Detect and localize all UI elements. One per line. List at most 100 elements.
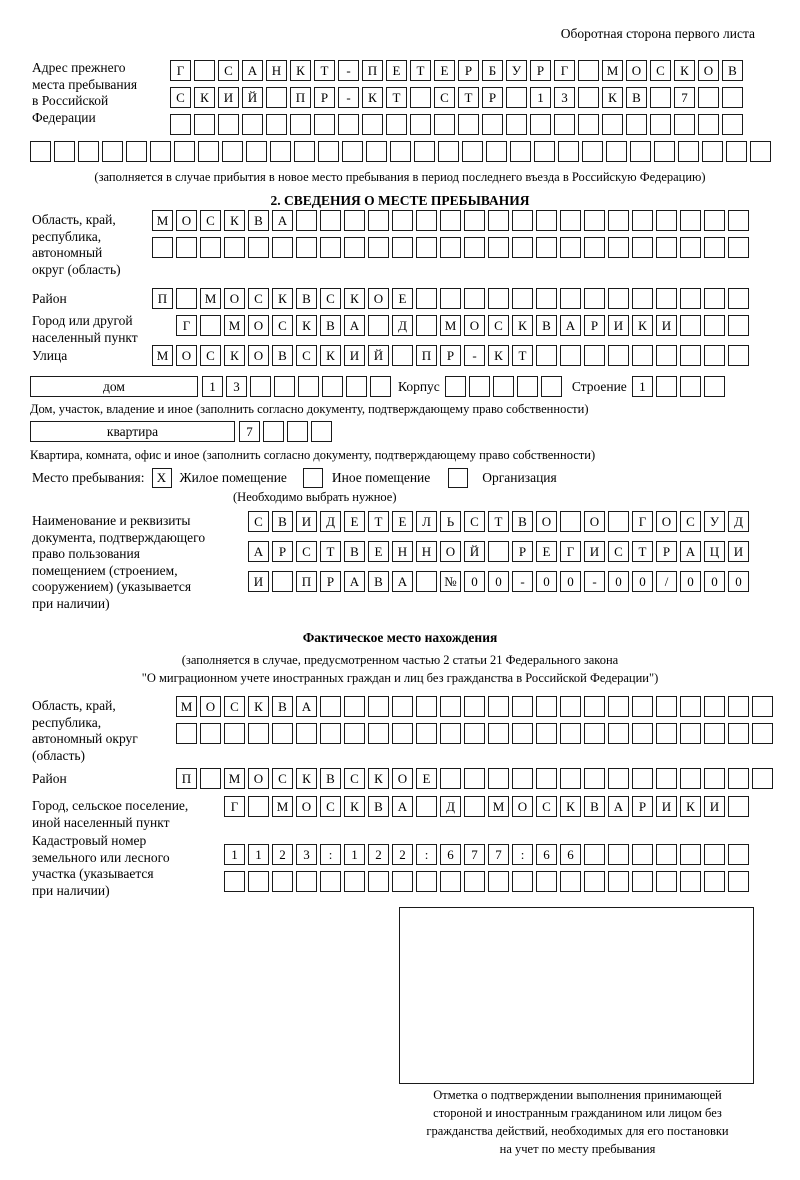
actual-cadastral-row-2-cell-16[interactable]	[608, 871, 629, 892]
prev-address-row-2-cell-3[interactable]: Й	[242, 87, 263, 108]
prev-address-row-3-cell-12[interactable]	[458, 114, 479, 135]
actual-region-row-1-cell-19[interactable]	[632, 696, 653, 717]
section2-doc-row-1-cell-18[interactable]: С	[680, 511, 701, 532]
prev-address-row-1-cell-9[interactable]: Е	[386, 60, 407, 81]
actual-cadastral-row-2-cell-7[interactable]	[392, 871, 413, 892]
actual-region-row-1-cell-16[interactable]	[560, 696, 581, 717]
prev-address-row-4-cell-25[interactable]	[630, 141, 651, 162]
prev-address-row-1-cell-16[interactable]: Г	[554, 60, 575, 81]
section2-district-row-1-cell-18[interactable]	[584, 288, 605, 309]
actual-region-row-2-cell-19[interactable]	[632, 723, 653, 744]
prev-address-row-1-cell-8[interactable]: П	[362, 60, 383, 81]
prev-address-row-1-cell-3[interactable]: А	[242, 60, 263, 81]
section2-doc-row-3-cell-5[interactable]: В	[368, 571, 389, 592]
prev-address-row-1-cell-2[interactable]: С	[218, 60, 239, 81]
section2-district-row-1-cell-20[interactable]	[632, 288, 653, 309]
section2-region-row-2-cell-4[interactable]	[248, 237, 269, 258]
section2-city-row-1-cell-14[interactable]: К	[512, 315, 533, 336]
section2-district-row-1-cell-0[interactable]: П	[152, 288, 173, 309]
prev-address-row-4-cell-8[interactable]	[222, 141, 243, 162]
actual-city-row-1-cell-20[interactable]: И	[704, 796, 725, 817]
actual-district-row-1-cell-1[interactable]	[200, 768, 221, 789]
actual-district-row-1-cell-14[interactable]	[512, 768, 533, 789]
section2-city-row-1-cell-3[interactable]: О	[248, 315, 269, 336]
section2-doc-row-3-cell-1[interactable]	[272, 571, 293, 592]
section2-doc-row-3-cell-4[interactable]: А	[344, 571, 365, 592]
actual-cadastral-row-2-cell-1[interactable]	[248, 871, 269, 892]
section2-region-row-1-cell-13[interactable]	[464, 210, 485, 231]
actual-city-row-1-cell-1[interactable]	[248, 796, 269, 817]
prev-address-row-1-cell-21[interactable]: К	[674, 60, 695, 81]
section2-region-row-2-cell-5[interactable]	[272, 237, 293, 258]
section2-city-row-1-cell-10[interactable]	[416, 315, 437, 336]
actual-district-row-1-cell-13[interactable]	[488, 768, 509, 789]
actual-cadastral-row-1-cell-12[interactable]: :	[512, 844, 533, 865]
section2-district-row-1-cell-8[interactable]: К	[344, 288, 365, 309]
prev-address-row-4-cell-12[interactable]	[318, 141, 339, 162]
section2-doc-row-2-cell-3[interactable]: Т	[320, 541, 341, 562]
section2-city-row-1-cell-13[interactable]: С	[488, 315, 509, 336]
actual-region-row-2-cell-18[interactable]	[608, 723, 629, 744]
prev-address-row-2-cell-13[interactable]: Р	[482, 87, 503, 108]
prev-address-row-2-cell-12[interactable]: Т	[458, 87, 479, 108]
actual-region-row-2-cell-6[interactable]	[320, 723, 341, 744]
actual-region-row-2-cell-10[interactable]	[416, 723, 437, 744]
section2-doc-row-1-cell-11[interactable]: В	[512, 511, 533, 532]
prev-address-row-4-cell-19[interactable]	[486, 141, 507, 162]
actual-district-row-1-cell-17[interactable]	[584, 768, 605, 789]
section2-street-row-1-cell-5[interactable]: В	[272, 345, 293, 366]
prev-address-row-1-cell-6[interactable]: Т	[314, 60, 335, 81]
actual-cadastral-row-2-cell-14[interactable]	[560, 871, 581, 892]
actual-region-row-2-cell-23[interactable]	[728, 723, 749, 744]
actual-region-row-2-cell-14[interactable]	[512, 723, 533, 744]
section2-doc-row-3-cell-8[interactable]: №	[440, 571, 461, 592]
actual-region-row-2-cell-22[interactable]	[704, 723, 725, 744]
prev-address-row-3-cell-19[interactable]	[626, 114, 647, 135]
section2-doc-row-2-cell-9[interactable]: Й	[464, 541, 485, 562]
section2-doc-row-3-cell-7[interactable]	[416, 571, 437, 592]
prev-address-row-4-cell-5[interactable]	[150, 141, 171, 162]
stroenie-cells-cell-3[interactable]	[703, 376, 725, 397]
section2-doc-row-1-cell-15[interactable]	[608, 511, 629, 532]
section2-region-row-1-cell-20[interactable]	[632, 210, 653, 231]
actual-cadastral-row-1-cell-21[interactable]	[728, 844, 749, 865]
prev-address-row-4-cell-1[interactable]	[54, 141, 75, 162]
section2-doc-row-2-cell-13[interactable]: Г	[560, 541, 581, 562]
actual-city-row-1-cell-16[interactable]: А	[608, 796, 629, 817]
section2-city-row-1-cell-18[interactable]: И	[608, 315, 629, 336]
actual-cadastral-row-1-cell-16[interactable]	[608, 844, 629, 865]
prev-address-row-2-cell-22[interactable]	[698, 87, 719, 108]
section2-region-row-1-cell-22[interactable]	[680, 210, 701, 231]
actual-cadastral-row-1-cell-4[interactable]: :	[320, 844, 341, 865]
section2-doc-row-3-cell-13[interactable]: 0	[560, 571, 581, 592]
section2-doc-row-2-cell-0[interactable]: А	[248, 541, 269, 562]
section2-region-row-2-cell-23[interactable]	[704, 237, 725, 258]
prev-address-row-1-cell-4[interactable]: Н	[266, 60, 287, 81]
actual-region-row-2-cell-11[interactable]	[440, 723, 461, 744]
section2-region-row-2-cell-1[interactable]	[176, 237, 197, 258]
section2-doc-row-1-cell-3[interactable]: Д	[320, 511, 341, 532]
actual-city-row-1-cell-21[interactable]	[728, 796, 749, 817]
actual-region-row-1-cell-8[interactable]	[368, 696, 389, 717]
prev-address-row-2-cell-15[interactable]: 1	[530, 87, 551, 108]
actual-region-row-2-cell-8[interactable]	[368, 723, 389, 744]
flat-cells-cell-0[interactable]: 7	[239, 421, 260, 442]
prev-address-row-4-cell-16[interactable]	[414, 141, 435, 162]
section2-street-row-1-cell-0[interactable]: М	[152, 345, 173, 366]
section2-district-row-1-cell-7[interactable]: С	[320, 288, 341, 309]
actual-region-row-1-cell-12[interactable]	[464, 696, 485, 717]
prev-address-row-3-cell-4[interactable]	[266, 114, 287, 135]
section2-doc-row-2-cell-15[interactable]: С	[608, 541, 629, 562]
actual-region-row-1-cell-9[interactable]	[392, 696, 413, 717]
actual-region-row-1-cell-5[interactable]: А	[296, 696, 317, 717]
section2-region-row-2-cell-12[interactable]	[440, 237, 461, 258]
section2-street-row-1-cell-13[interactable]: -	[464, 345, 485, 366]
section2-district-row-1-cell-13[interactable]	[464, 288, 485, 309]
actual-district-row-1-cell-8[interactable]: К	[368, 768, 389, 789]
prev-address-row-2-cell-21[interactable]: 7	[674, 87, 695, 108]
section2-doc-row-2-cell-16[interactable]: Т	[632, 541, 653, 562]
section2-region-row-1-cell-8[interactable]	[344, 210, 365, 231]
actual-cadastral-row-1-cell-3[interactable]: 3	[296, 844, 317, 865]
prev-address-row-3-cell-13[interactable]	[482, 114, 503, 135]
prev-address-row-3-cell-2[interactable]	[218, 114, 239, 135]
